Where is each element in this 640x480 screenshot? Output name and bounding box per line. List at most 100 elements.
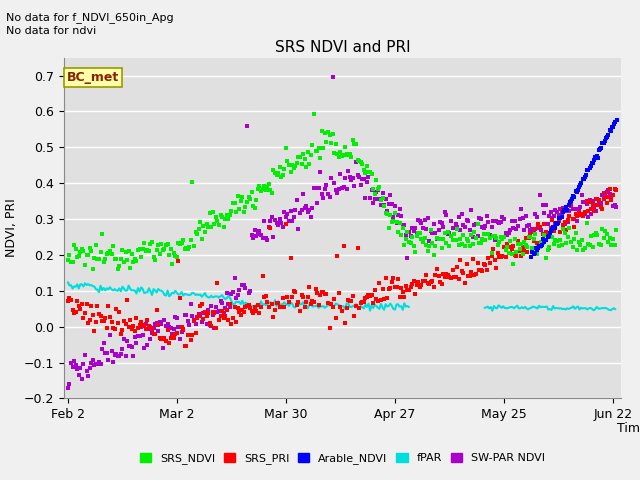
Point [318, 288, 328, 296]
Point [207, 308, 218, 316]
Point [69, 358, 79, 365]
Point [161, 337, 171, 345]
Point [315, 168, 325, 176]
Point [480, 222, 490, 230]
Point [567, 195, 577, 203]
Point [584, 241, 595, 249]
Point [256, 303, 266, 311]
Point [570, 193, 580, 201]
Point [133, 246, 143, 254]
Point [500, 229, 511, 237]
Point [206, 302, 216, 310]
Point [552, 237, 562, 245]
Point [557, 208, 568, 216]
Point [250, 303, 260, 311]
Point [111, 305, 122, 313]
Point [364, 168, 374, 176]
Point [604, 132, 614, 139]
Point [532, 246, 542, 254]
Point [372, 186, 383, 193]
Point [328, 73, 338, 81]
Point [608, 123, 618, 131]
Point [378, 194, 388, 202]
Point [435, 218, 445, 226]
Point [573, 209, 584, 216]
Point [223, 216, 234, 223]
Point [268, 166, 278, 173]
Point [413, 216, 424, 224]
Point [232, 192, 243, 200]
Point [556, 215, 566, 222]
Point [548, 223, 559, 231]
Point [486, 252, 497, 260]
Point [69, 309, 79, 317]
Point [290, 288, 300, 296]
Point [306, 213, 316, 220]
Point [457, 210, 467, 218]
Point [312, 289, 322, 297]
Point [583, 240, 593, 248]
Point [298, 150, 308, 157]
Point [469, 228, 479, 236]
Point [530, 225, 540, 232]
Point [86, 247, 97, 254]
Point [538, 202, 548, 209]
Point [254, 309, 264, 317]
Point [152, 319, 162, 327]
Point [167, 330, 177, 337]
Point [182, 245, 193, 253]
Point [321, 181, 332, 189]
Point [163, 240, 173, 248]
Point [130, 255, 140, 263]
Point [479, 224, 489, 232]
Point [175, 240, 185, 248]
Point [131, 257, 141, 264]
Point [382, 294, 392, 302]
Point [63, 297, 73, 305]
Point [105, 247, 115, 255]
Point [242, 122, 252, 130]
Point [482, 266, 492, 274]
Point [493, 249, 503, 256]
Point [579, 246, 589, 254]
Point [532, 213, 542, 221]
Point [465, 226, 475, 234]
Point [209, 309, 220, 317]
Point [136, 324, 146, 331]
Point [429, 251, 439, 259]
X-axis label: Time: Time [616, 422, 640, 435]
Point [540, 209, 550, 217]
Point [548, 212, 559, 220]
Point [237, 193, 248, 201]
Point [166, 245, 176, 253]
Point [124, 247, 134, 254]
Point [218, 309, 228, 316]
Point [413, 229, 424, 237]
Point [78, 314, 88, 322]
Point [527, 225, 537, 233]
Point [419, 216, 429, 224]
Point [99, 318, 109, 325]
Point [563, 202, 573, 209]
Point [544, 243, 554, 251]
Point [167, 333, 177, 341]
Point [323, 191, 333, 198]
Point [268, 313, 278, 321]
Point [524, 221, 534, 228]
Point [521, 234, 531, 241]
Point [586, 205, 596, 213]
Point [455, 227, 465, 234]
Point [589, 231, 600, 239]
Point [92, 360, 102, 368]
Point [225, 303, 235, 311]
Point [158, 344, 168, 351]
Point [125, 317, 135, 324]
Point [89, 254, 99, 262]
Point [292, 159, 302, 167]
Point [579, 213, 589, 220]
Point [497, 252, 508, 260]
Point [317, 127, 327, 135]
Point [76, 249, 86, 256]
Point [401, 282, 411, 290]
Point [369, 195, 380, 203]
